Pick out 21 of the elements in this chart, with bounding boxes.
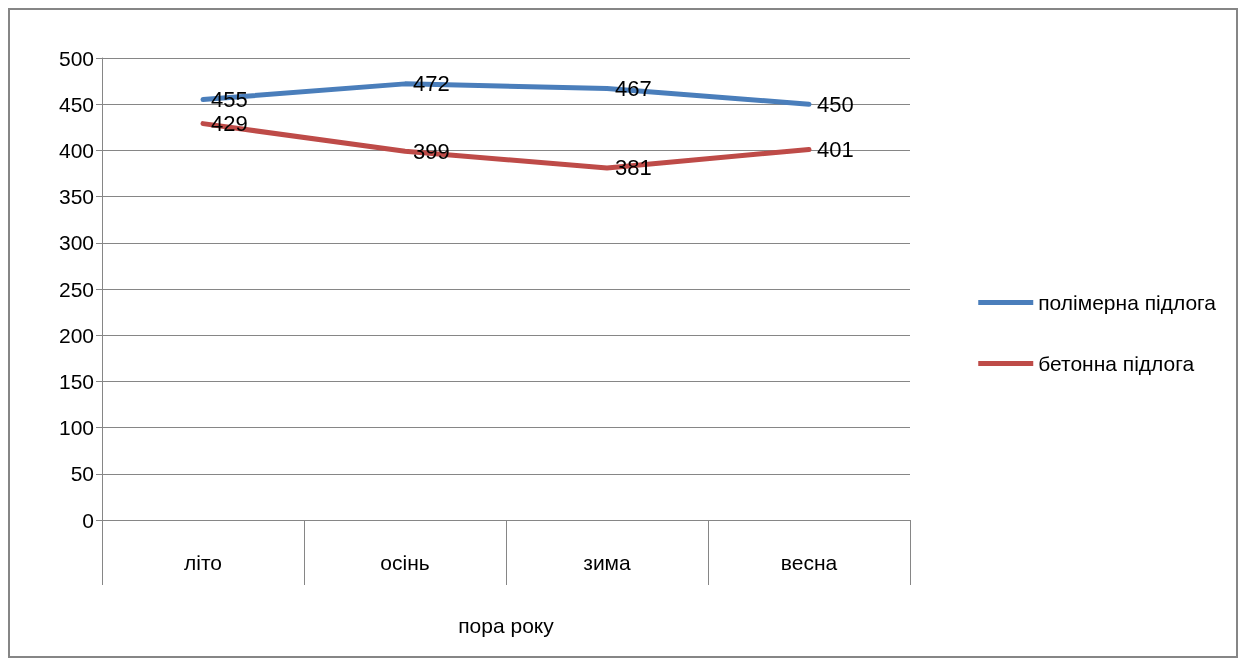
legend-label: бетонна підлога [1038,352,1195,375]
y-tick-label: 450 [58,92,94,116]
y-tick-label: 200 [58,323,94,347]
data-label: 399 [413,138,450,164]
y-tick-label: 300 [58,231,94,255]
y-tick-label: 350 [58,185,94,209]
x-axis-title: пора року [458,614,555,637]
legend-label: полімерна підлога [1038,291,1217,314]
x-tick-label: зима [583,551,632,574]
y-tick-label: 250 [58,277,94,301]
data-label: 401 [817,136,854,162]
data-label: 450 [817,91,854,117]
y-tick-label: 50 [70,462,94,486]
y-tick-label: 500 [58,46,94,70]
y-tick-label: 100 [58,416,94,440]
y-tick-label: 150 [58,369,94,393]
y-tick-label: 0 [82,508,94,532]
x-tick-label: весна [780,551,838,574]
x-tick-label: літо [184,551,222,574]
x-tick-label: осінь [380,551,430,574]
y-tick-label: 400 [58,138,94,162]
